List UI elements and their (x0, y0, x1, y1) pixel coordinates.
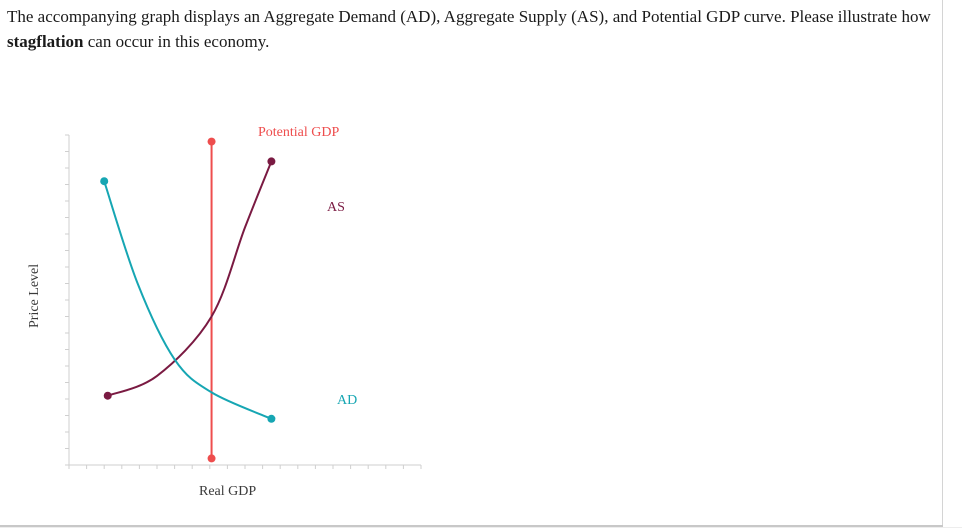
ad-endpoint[interactable] (267, 414, 276, 423)
potential-gdp-label: Potential GDP (258, 125, 340, 140)
ad-curve[interactable] (103, 180, 273, 420)
ad-endpoint[interactable] (100, 177, 109, 186)
panel-bottom-border (0, 525, 943, 527)
potential-gdp-endpoint[interactable] (207, 137, 216, 146)
x-axis-label: Real GDP (199, 484, 257, 499)
as-curve[interactable] (106, 160, 273, 397)
y-axis-label: Price Level (27, 263, 42, 328)
ad-curve-label: AD (337, 393, 358, 408)
axes (65, 134, 422, 469)
curve-endpoints[interactable] (100, 137, 276, 463)
question-bold-term: stagflation (7, 32, 84, 51)
curves[interactable] (103, 140, 273, 460)
question-text-part2: can occur in this economy. (83, 32, 270, 51)
potential-gdp-endpoint[interactable] (207, 454, 216, 463)
question-text: The accompanying graph displays an Aggre… (7, 4, 937, 54)
question-text-part1: The accompanying graph displays an Aggre… (7, 7, 931, 26)
as-curve-label: AS (327, 200, 345, 215)
as-endpoint[interactable] (103, 391, 112, 400)
panel-right-border (942, 0, 943, 526)
as-endpoint[interactable] (267, 157, 276, 166)
